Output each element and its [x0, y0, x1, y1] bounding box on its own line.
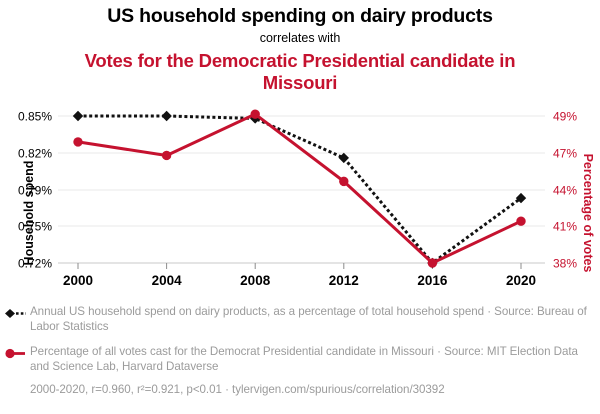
title-connector: correlates with	[259, 31, 341, 46]
data-point-votes	[161, 150, 172, 161]
data-point-votes	[250, 109, 260, 119]
data-point-votes	[516, 216, 526, 226]
data-point-dairy	[338, 152, 349, 164]
data-point-dairy	[161, 110, 172, 122]
legend-item-dairy: Annual US household spend on dairy produ…	[0, 304, 600, 335]
legend-label-dairy: Annual US household spend on dairy produ…	[30, 305, 587, 334]
x-axis-tick-label: 2008	[240, 273, 271, 288]
right-axis-tick-label: 44%	[553, 184, 577, 198]
x-axis-tick-label: 2016	[417, 273, 448, 288]
left-axis-tick-label: 0.82%	[18, 147, 52, 161]
correlation-stats: 2000-2020, r=0.960, r²=0.921, p<0.01 · t…	[30, 383, 445, 397]
data-point-votes	[339, 176, 349, 187]
right-axis-tick-label: 38%	[553, 257, 577, 271]
right-axis-tick-label: 47%	[553, 147, 577, 161]
data-point-votes	[73, 137, 83, 147]
left-axis-tick-label: 0.85%	[18, 110, 52, 124]
left-axis-tick-label: 0.72%	[18, 257, 52, 271]
chart-legend: Annual US household spend on dairy produ…	[0, 304, 600, 396]
page-title: US household spending on dairy products	[107, 5, 493, 27]
legend-item-votes: Percentage of all votes cast for the Dem…	[0, 344, 600, 375]
left-axis-tick-label: 0.79%	[18, 184, 52, 198]
black-dotted-diamond-icon	[4, 304, 30, 324]
x-axis-tick-label: 2020	[506, 273, 536, 288]
right-axis-tick-label: 49%	[553, 110, 577, 124]
x-axis-tick-label: 2000	[63, 273, 93, 288]
series-line-votes	[77, 112, 522, 265]
page-subtitle: Votes for the Democratic Presidential ca…	[84, 50, 516, 93]
red-solid-circle-icon	[4, 344, 30, 364]
left-axis-title: Household spend	[22, 160, 36, 266]
data-point-dairy	[72, 110, 84, 122]
title-block: US household spending on dairy products …	[0, 0, 600, 93]
data-point-dairy	[515, 192, 527, 204]
right-axis-title: Percentage of votes	[581, 153, 595, 273]
chart-area: Household spend Percentage of votes 0.85…	[0, 100, 600, 300]
legend-label-votes: Percentage of all votes cast for the Dem…	[30, 344, 578, 373]
data-point-votes	[427, 258, 438, 268]
right-axis-tick-label: 41%	[553, 220, 577, 234]
series-line-dairy	[78, 114, 522, 265]
correlation-line-chart: 0.85% 0.82% 0.79% 0.75% 0.72% 49% 47% 44% 41% 38%…	[18, 109, 577, 288]
x-axis-tick-label: 2004	[152, 273, 183, 288]
left-axis-tick-label: 0.75%	[18, 220, 52, 234]
x-axis-tick-label: 2012	[329, 273, 359, 288]
